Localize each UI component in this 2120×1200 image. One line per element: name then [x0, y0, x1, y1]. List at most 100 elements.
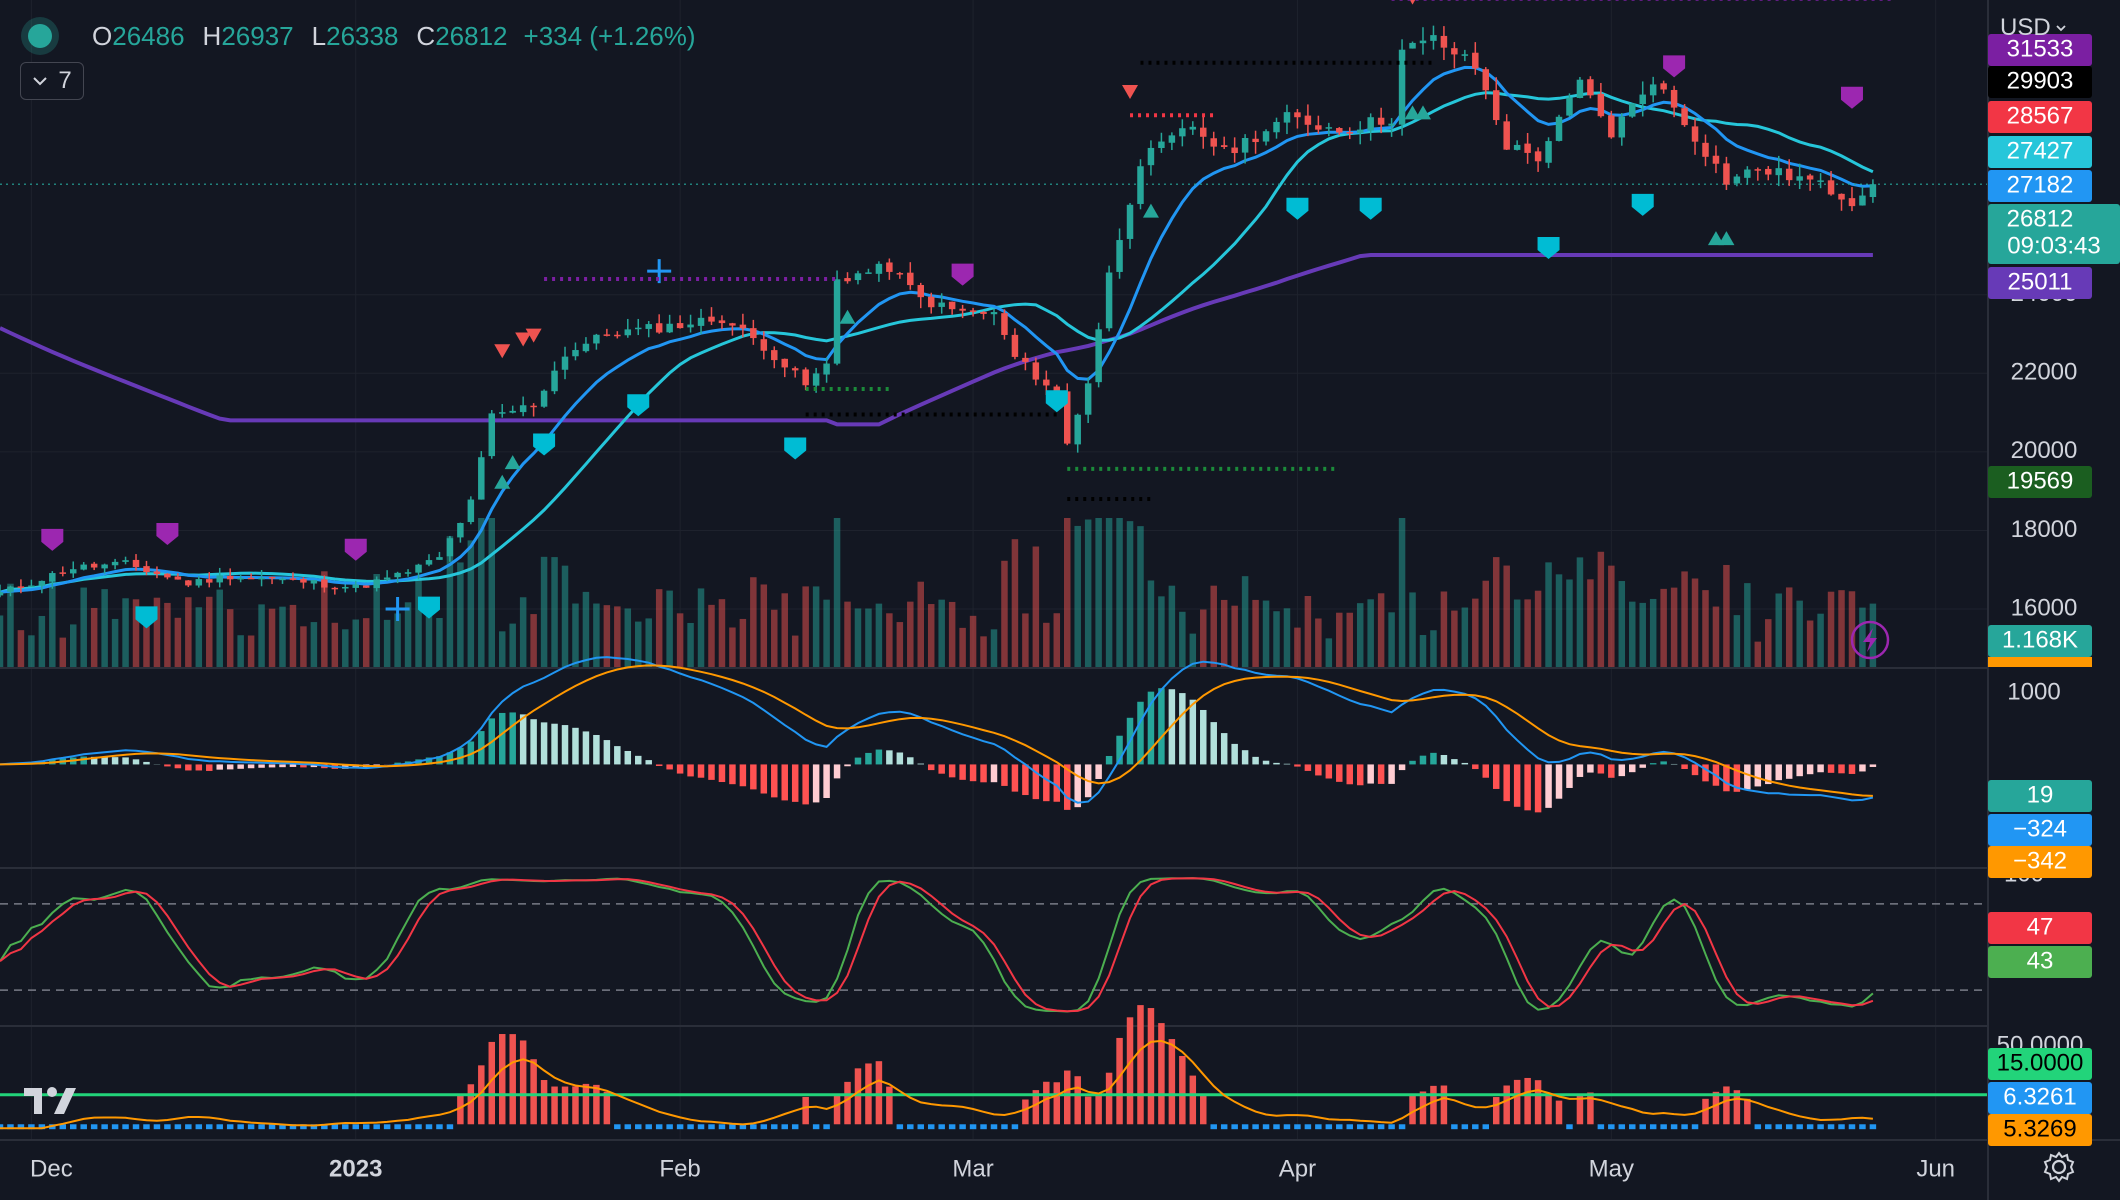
- price-tag: 31533: [2007, 35, 2074, 62]
- candle-body: [1576, 79, 1584, 98]
- volume-bar: [258, 604, 265, 668]
- volume-bar: [1137, 526, 1144, 668]
- adx-histogram-bar: [1032, 1090, 1040, 1125]
- volume-bar: [1492, 557, 1500, 668]
- adx-histogram-bar: [122, 1124, 129, 1130]
- countdown-tag: 09:03:43: [2007, 232, 2100, 259]
- macd-histogram-bar: [1796, 764, 1803, 777]
- macd-histogram-bar: [247, 764, 255, 769]
- candle-body: [1545, 141, 1552, 163]
- volume-bar: [1116, 518, 1123, 668]
- market-status-icon: [28, 24, 52, 48]
- adx-histogram-bar: [1524, 1077, 1531, 1125]
- macd-histogram-bar: [812, 764, 820, 803]
- settings-gear-icon[interactable]: [2042, 1150, 2076, 1184]
- volume-bar: [1388, 612, 1395, 668]
- currency-selector[interactable]: USD: [2000, 12, 2090, 44]
- adx-histogram-bar: [153, 1124, 161, 1130]
- candle-body: [373, 579, 380, 589]
- macd-histogram-bar: [1587, 764, 1594, 773]
- adx-histogram-bar: [1356, 1124, 1364, 1130]
- buy-triangle-icon: [504, 455, 521, 470]
- volume-bar: [645, 618, 652, 668]
- volume-bar: [917, 581, 925, 668]
- candle-body: [1262, 131, 1270, 142]
- price-tag-bg: [1988, 466, 2092, 498]
- candle-body: [771, 350, 778, 361]
- macd-histogram-bar: [1524, 764, 1531, 811]
- volume-tag: 1.168K: [2002, 626, 2078, 653]
- candle-body: [425, 560, 433, 565]
- macd-histogram-bar: [1869, 764, 1877, 767]
- macd-histogram-bar: [185, 764, 192, 771]
- candle-body: [38, 580, 46, 586]
- candle-body: [676, 323, 684, 329]
- candle-body: [310, 580, 318, 584]
- currency-label: USD: [2000, 14, 2051, 41]
- candle-body: [69, 569, 77, 574]
- signal-shield-icon: [533, 433, 556, 456]
- candle-body: [1377, 117, 1385, 125]
- candle-body: [791, 368, 799, 371]
- candle-body: [467, 499, 475, 523]
- candle-body: [1472, 52, 1479, 69]
- candle-body: [582, 343, 590, 352]
- volume-bar: [1545, 562, 1552, 668]
- macd-histogram-bar: [80, 756, 87, 765]
- volume-bar: [1670, 587, 1678, 668]
- ma-mid-line: [0, 91, 1874, 594]
- macd-histogram-bar: [582, 731, 590, 765]
- volume-bar: [635, 621, 642, 668]
- macd-histogram-bar: [959, 764, 966, 780]
- adx-histogram-bar: [1775, 1124, 1782, 1130]
- adx-histogram-bar: [1576, 1094, 1584, 1125]
- macd-histogram-bar: [1210, 722, 1217, 765]
- candle-body: [1304, 115, 1312, 125]
- candle-body: [1806, 175, 1814, 180]
- candle-body: [404, 572, 412, 574]
- candle-body: [781, 358, 788, 368]
- adx-histogram-bar: [948, 1124, 956, 1130]
- lightning-icon[interactable]: [1850, 620, 1890, 660]
- candle-body: [1524, 143, 1531, 153]
- candle-body: [1744, 169, 1751, 178]
- candle-body: [1492, 90, 1500, 121]
- volume-bar: [80, 587, 87, 668]
- volume-bar: [938, 599, 945, 668]
- price-tag-bg: [1988, 136, 2092, 168]
- adx-histogram-bar: [1231, 1124, 1238, 1130]
- adx-histogram-bar: [59, 1124, 67, 1130]
- adx-histogram-bar: [1304, 1124, 1312, 1130]
- macd-histogram-bar: [1827, 764, 1835, 773]
- signal-shield-icon: [344, 538, 367, 561]
- macd-histogram-bar: [802, 764, 809, 805]
- signal-shield-icon: [627, 394, 650, 417]
- volume-bar: [1461, 607, 1469, 668]
- candle-body: [1053, 386, 1061, 392]
- volume-bar: [164, 602, 171, 668]
- volume-bar: [59, 637, 67, 668]
- volume-bar: [1346, 612, 1353, 668]
- macd-histogram-bar: [593, 734, 600, 765]
- macd-tag-bg: [1988, 814, 2092, 846]
- adx-histogram-bar: [1629, 1124, 1636, 1130]
- adx-histogram-bar: [1733, 1090, 1741, 1125]
- candle-body: [1534, 151, 1542, 162]
- adx-histogram-bar: [980, 1124, 987, 1130]
- volume-bar: [1074, 525, 1081, 668]
- adx-histogram-bar: [38, 1124, 46, 1130]
- macd-histogram-bar: [530, 719, 537, 765]
- adx-histogram-bar: [394, 1124, 401, 1130]
- adx-histogram-bar: [1409, 1095, 1416, 1125]
- macd-histogram-bar: [289, 764, 297, 767]
- indicators-toggle-button[interactable]: 7: [20, 62, 84, 100]
- macd-signal-line: [0, 664, 1873, 797]
- candle-body: [195, 579, 203, 586]
- candle-body: [572, 350, 579, 357]
- candle-body: [342, 586, 349, 589]
- adx-histogram-bar: [676, 1124, 684, 1130]
- macd-histogram-bar: [948, 764, 956, 778]
- candle-body: [59, 572, 67, 574]
- candle-body: [1451, 48, 1458, 55]
